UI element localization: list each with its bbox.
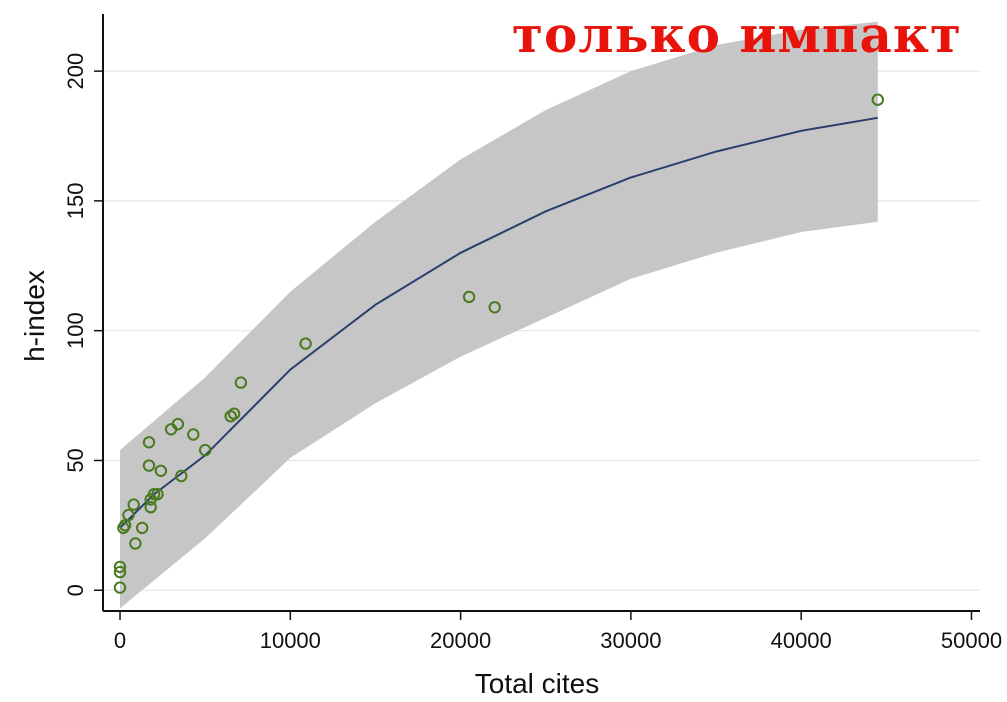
data-point — [871, 93, 884, 106]
x-axis-title: Total cites — [475, 668, 600, 699]
data-point — [227, 407, 241, 420]
data-point — [142, 459, 156, 472]
y-axis-title: h-index — [19, 270, 50, 362]
y-tick-label: 0 — [63, 584, 88, 596]
data-point — [199, 443, 212, 457]
x-tick-label: 40000 — [771, 628, 832, 653]
data-point — [488, 301, 501, 314]
overlay-title: только импакт — [512, 5, 962, 64]
axes — [94, 14, 980, 620]
data-point — [129, 537, 142, 550]
data-point — [299, 337, 312, 350]
data-point — [142, 436, 156, 449]
y-tick-label: 100 — [63, 312, 88, 349]
fit-line — [119, 116, 878, 529]
data-point — [147, 488, 161, 501]
x-tick-label: 50000 — [941, 628, 1002, 653]
x-tick-label: 20000 — [430, 628, 491, 653]
data-point — [187, 428, 200, 441]
data-point — [234, 376, 248, 389]
data-point — [113, 560, 127, 574]
x-tick-label: 10000 — [260, 628, 321, 653]
data-points — [113, 93, 884, 594]
y-tick-label: 50 — [63, 448, 88, 472]
y-tick-label: 200 — [63, 53, 88, 90]
x-tick-label: 0 — [114, 628, 126, 653]
y-tick-label: 150 — [63, 183, 88, 220]
data-point — [175, 469, 188, 483]
data-point — [144, 501, 157, 514]
confidence-band — [120, 21, 878, 609]
data-point — [151, 488, 164, 501]
x-tick-label: 30000 — [600, 628, 661, 653]
data-point — [127, 498, 140, 511]
data-point — [462, 290, 476, 304]
tick-labels: 0 10000 20000 30000 40000 50000 0 50 100 150 200 — [63, 53, 1002, 653]
data-point — [136, 521, 149, 535]
data-point — [171, 417, 185, 431]
data-point — [122, 508, 135, 522]
data-point — [113, 565, 127, 579]
data-point — [113, 581, 127, 594]
data-point — [154, 464, 168, 477]
